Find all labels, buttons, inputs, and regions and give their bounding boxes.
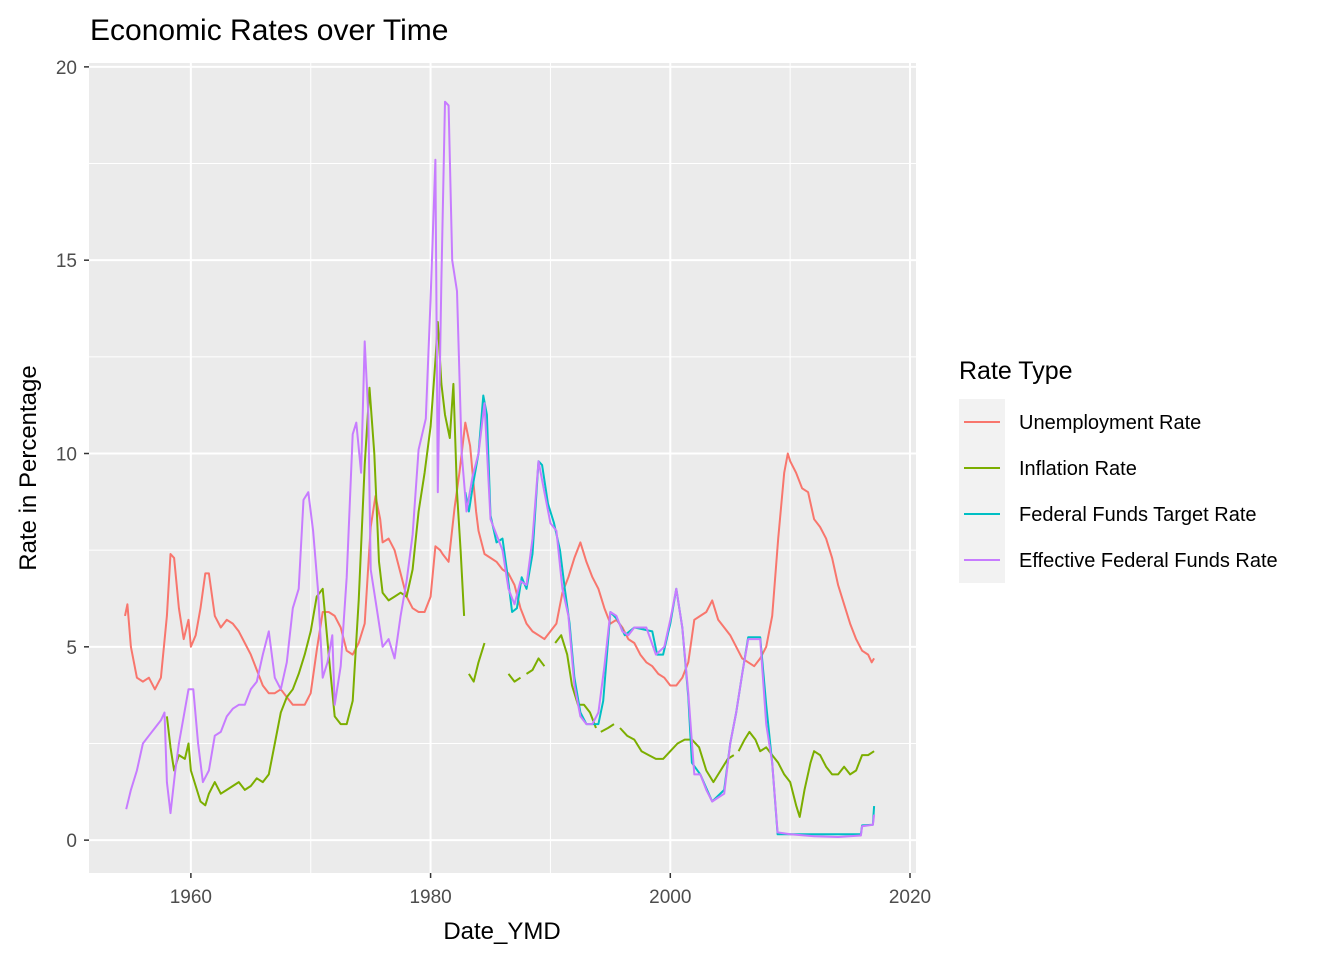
series-line-inflation-rate (507, 673, 522, 683)
series-line-inflation-rate (468, 642, 486, 683)
legend: Rate Type Unemployment Rate Inflation Ra… (959, 357, 1278, 583)
x-tick-label: 2020 (889, 887, 931, 908)
series-line-inflation-rate (525, 657, 546, 675)
x-tick-label: 2000 (649, 887, 691, 908)
legend-label-effective: Effective Federal Funds Rate (1019, 550, 1278, 572)
chart-title: Economic Rates over Time (90, 14, 448, 47)
series-line-inflation-rate (600, 723, 615, 733)
series-line-inflation-rate (165, 321, 466, 807)
legend-label-target: Federal Funds Target Rate (1019, 504, 1257, 526)
x-tick-label: 1960 (170, 887, 212, 908)
y-tick-label: 20 (56, 58, 77, 79)
series-line-unemployment-rate (124, 421, 875, 706)
legend-label-unemployment: Unemployment Rate (1019, 412, 1201, 434)
major-gridlines (89, 63, 916, 873)
y-axis-title: Rate in Percentage (15, 365, 42, 570)
legend-title: Rate Type (959, 357, 1073, 385)
y-tick-label: 5 (66, 638, 77, 659)
x-tick-label: 1980 (409, 887, 451, 908)
axes: 1960 1980 2000 2020 0 5 10 15 20 (56, 58, 931, 908)
series-line-inflation-rate (554, 634, 597, 729)
series-line-effective-federal-funds-rate (125, 100, 876, 838)
y-tick-label: 0 (66, 831, 77, 852)
plot-panel (89, 63, 916, 873)
x-axis-title: Date_YMD (443, 918, 560, 945)
series-line-inflation-rate (737, 730, 875, 818)
series-line-inflation-rate (619, 727, 735, 784)
series-layer (124, 100, 876, 838)
minor-gridlines (89, 63, 916, 873)
legend-label-inflation: Inflation Rate (1019, 458, 1137, 480)
y-tick-label: 10 (56, 445, 77, 466)
y-tick-label: 15 (56, 251, 77, 272)
